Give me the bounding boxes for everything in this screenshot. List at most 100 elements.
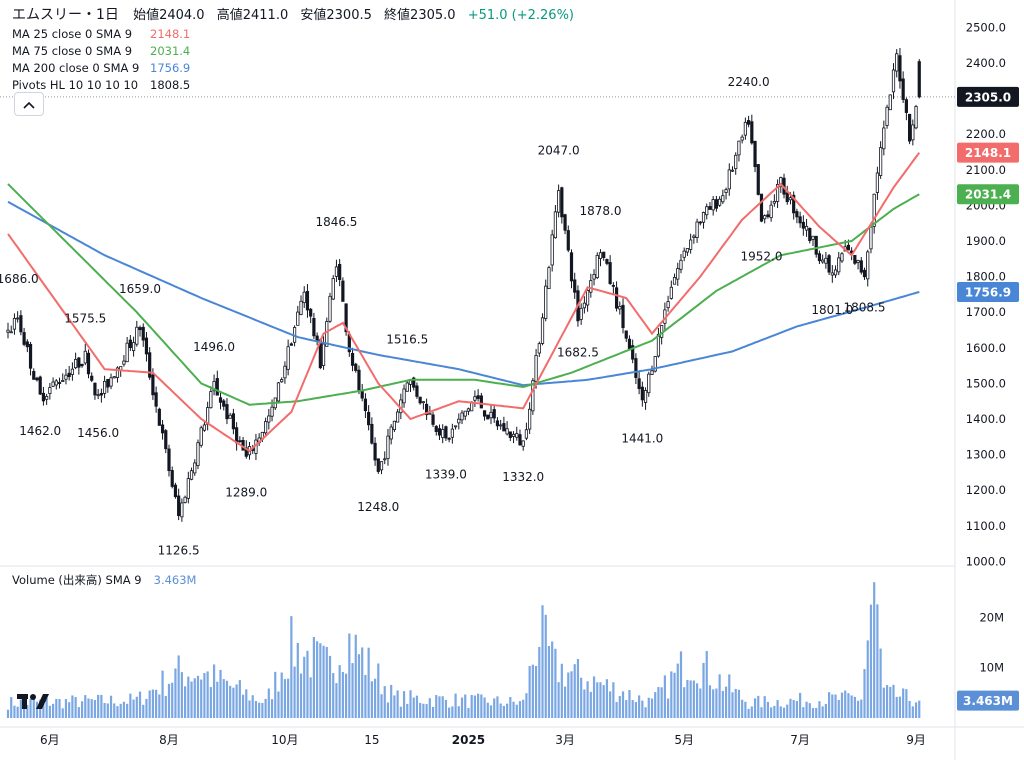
volume-bar	[596, 682, 599, 718]
candle-body	[592, 274, 596, 280]
candle-body	[524, 429, 529, 439]
volume-bar	[902, 688, 905, 718]
volume-bar	[351, 663, 354, 718]
candle-body	[215, 378, 219, 396]
candle-body	[695, 221, 699, 238]
volume-bar	[869, 604, 873, 718]
time-tick-label: 6月	[40, 733, 60, 747]
volume-bar	[106, 703, 109, 718]
candle-body	[730, 169, 735, 172]
volume-bar	[705, 651, 708, 718]
volume-bar	[396, 690, 399, 718]
volume-bar	[364, 674, 367, 718]
volume-bar	[560, 663, 563, 718]
volume-bar	[409, 690, 412, 718]
candle-body	[212, 381, 216, 392]
volume-bar	[815, 707, 818, 718]
volume-bar	[631, 700, 634, 718]
candle-body	[679, 259, 683, 270]
candle-body	[869, 226, 873, 250]
volume-bar	[19, 699, 22, 718]
volume-bar	[402, 691, 406, 718]
price-tick-label: 2100.0	[966, 163, 1006, 177]
volume-bar	[303, 656, 306, 718]
candle-body	[904, 99, 908, 113]
candle-body	[788, 197, 793, 201]
volume-bar	[663, 675, 666, 718]
volume-bar	[473, 695, 476, 718]
volume-bar	[203, 672, 206, 718]
legend-pivots[interactable]: Pivots HL 10 10 10 10 1808.5	[12, 78, 190, 92]
volume-bar	[818, 701, 821, 718]
ma200-line	[7, 200, 920, 387]
candle-body	[917, 61, 921, 98]
volume-bar	[51, 703, 55, 718]
candle-body	[367, 411, 371, 426]
volume-bar	[174, 668, 177, 718]
pivot-label: 1878.0	[579, 204, 621, 218]
volume-bar	[71, 695, 74, 718]
volume-bar	[712, 689, 715, 718]
candle-body	[267, 415, 271, 423]
volume-bar	[531, 664, 534, 718]
volume-bar	[425, 704, 428, 718]
candle-body	[74, 358, 78, 369]
tradingview-logo-icon[interactable]	[16, 690, 50, 712]
candle-body	[344, 303, 348, 333]
candle-body	[489, 411, 493, 419]
candle-body	[550, 234, 554, 266]
volume-bar	[135, 696, 138, 718]
legend-pivots-value: 1808.5	[150, 78, 191, 92]
candle-body	[505, 428, 509, 435]
volume-bar	[457, 706, 460, 718]
volume-bar	[834, 694, 837, 718]
candle-body	[747, 120, 751, 125]
volume-bar	[840, 692, 844, 718]
collapse-legend-button[interactable]	[14, 92, 44, 116]
legend-ma200[interactable]: MA 200 close 0 SMA 9 1756.9	[12, 61, 190, 75]
candle-body	[627, 338, 632, 349]
volume-bar	[80, 701, 84, 718]
pivot-label: 1516.5	[386, 333, 428, 347]
candle-body	[595, 255, 599, 279]
candle-body	[16, 317, 20, 320]
volume-bar	[699, 688, 702, 718]
candle-body	[196, 442, 200, 466]
volume-bar	[660, 687, 663, 718]
candle-body	[676, 268, 680, 280]
candle-body	[701, 212, 706, 223]
volume-bar	[241, 694, 245, 718]
volume-bar	[206, 671, 209, 718]
volume-bar	[90, 699, 93, 718]
candle-body	[157, 408, 161, 426]
volume-legend[interactable]: Volume (出来高) SMA 9 3.463M	[12, 572, 196, 588]
volume-bar	[551, 641, 554, 718]
candle-body	[418, 396, 422, 404]
legend-ma75[interactable]: MA 75 close 0 SMA 9 2031.4	[12, 44, 190, 58]
candle-body	[827, 255, 831, 273]
volume-bar	[911, 706, 914, 718]
symbol-title[interactable]: エムスリー・1日	[12, 7, 119, 23]
candle-body	[199, 427, 203, 446]
volume-bar	[145, 698, 148, 718]
legend-ma25[interactable]: MA 25 close 0 SMA 9 2148.1	[12, 27, 190, 41]
volume-bar	[737, 689, 741, 718]
volume-bar	[68, 702, 71, 718]
candle-body	[879, 147, 883, 176]
candle-body	[479, 395, 483, 409]
candle-body	[621, 304, 625, 329]
candle-body	[276, 382, 281, 402]
volume-legend-label: Volume (出来高) SMA 9	[12, 573, 142, 587]
candle-body	[421, 401, 425, 404]
volume-bar	[422, 703, 425, 718]
candle-body	[476, 395, 480, 399]
candle-body	[41, 392, 46, 402]
volume-bar	[187, 676, 190, 718]
volume-bar	[116, 706, 119, 718]
candle-body	[376, 458, 380, 472]
candle-body	[859, 260, 863, 273]
volume-bar	[860, 699, 863, 718]
candle-body	[740, 136, 744, 141]
price-tag	[957, 142, 1019, 163]
